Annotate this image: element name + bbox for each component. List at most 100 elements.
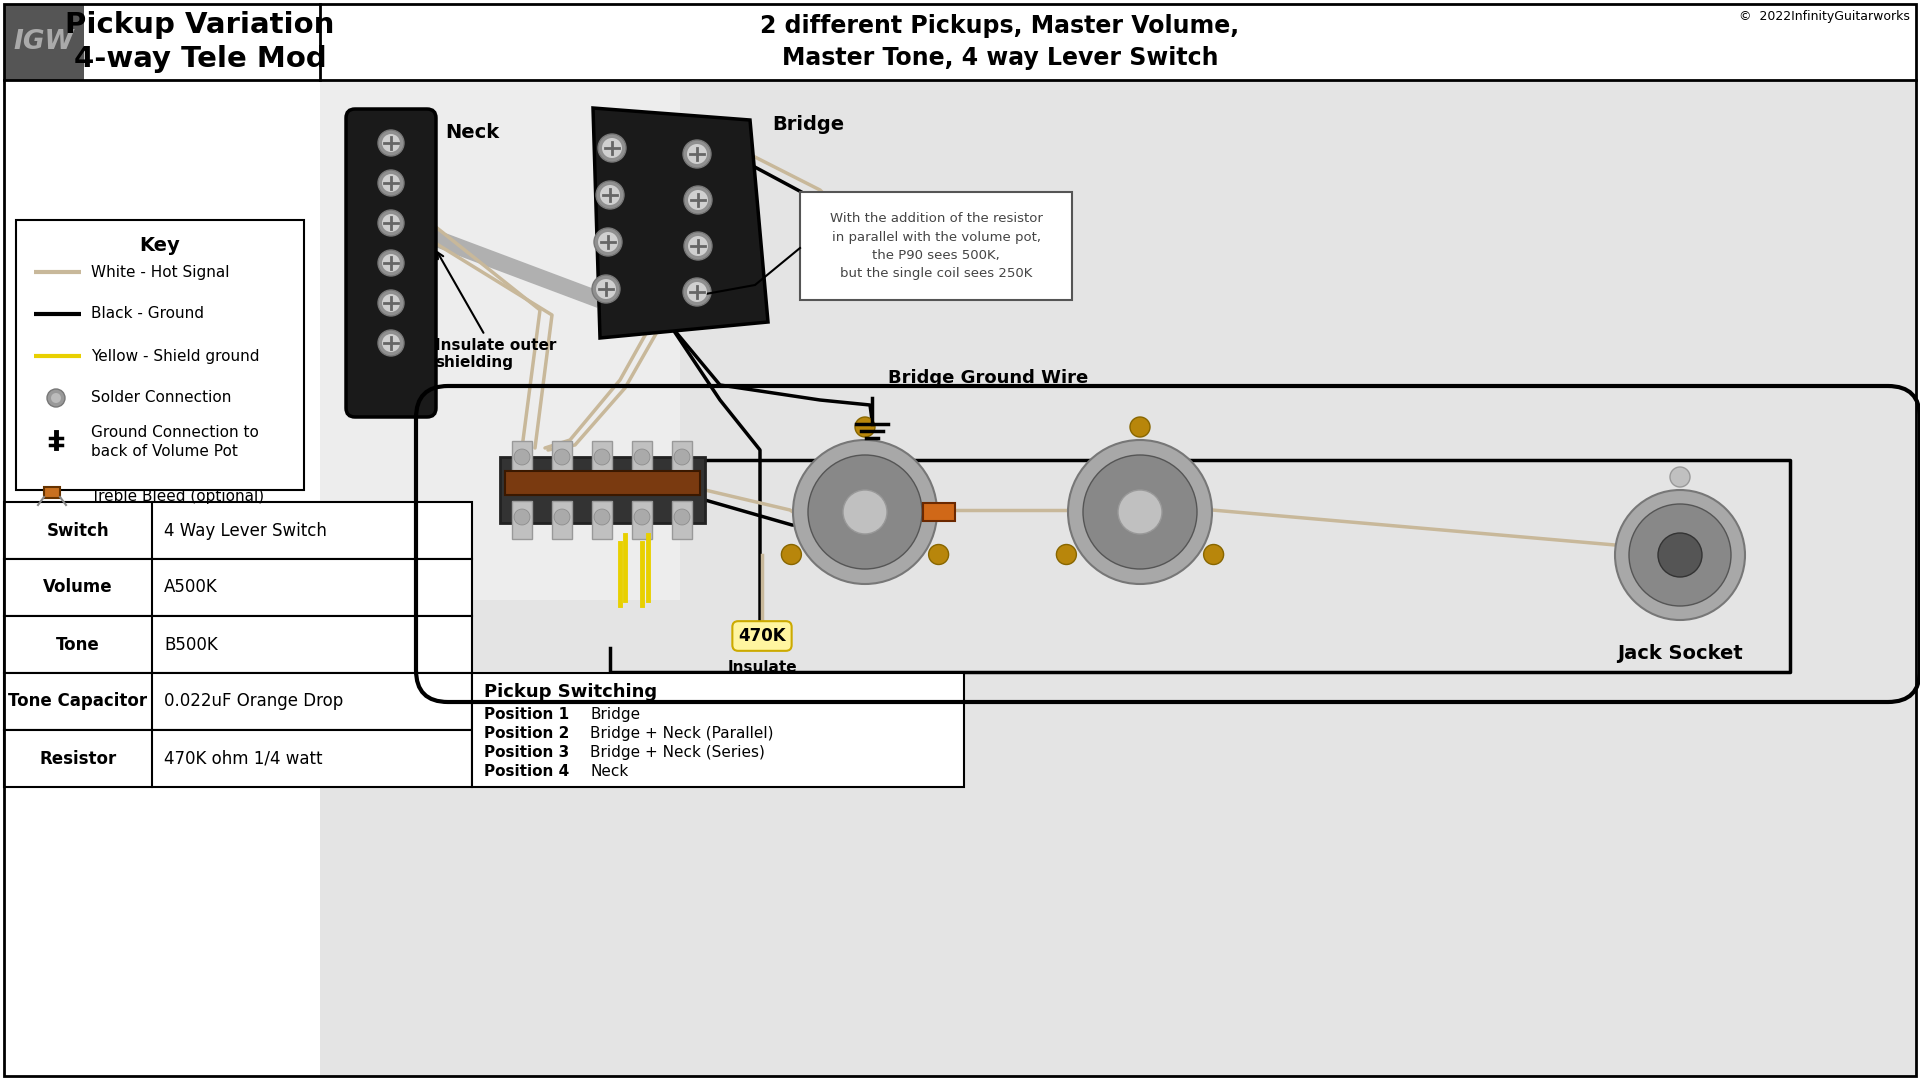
- Circle shape: [684, 232, 712, 260]
- Circle shape: [591, 275, 620, 303]
- Bar: [4, 559, 472, 616]
- Circle shape: [687, 190, 708, 210]
- Circle shape: [595, 181, 624, 210]
- Circle shape: [595, 279, 616, 299]
- Text: 2 different Pickups, Master Volume,
Master Tone, 4 way Lever Switch: 2 different Pickups, Master Volume, Mast…: [760, 14, 1240, 70]
- Text: Position 2: Position 2: [484, 726, 570, 741]
- Circle shape: [1628, 504, 1732, 606]
- Text: Yellow - Shield ground: Yellow - Shield ground: [90, 349, 259, 364]
- Circle shape: [597, 134, 626, 162]
- Bar: [4, 80, 321, 1076]
- Bar: [591, 441, 612, 480]
- Text: Key: Key: [140, 237, 180, 255]
- Bar: [513, 501, 532, 539]
- Bar: [4, 730, 472, 787]
- Text: Treble Bleed (optional): Treble Bleed (optional): [90, 488, 265, 503]
- Text: Insulate outer
shielding: Insulate outer shielding: [436, 253, 557, 370]
- Text: Volume: Volume: [42, 579, 113, 596]
- Text: Black - Ground: Black - Ground: [90, 307, 204, 322]
- FancyBboxPatch shape: [346, 109, 436, 417]
- Circle shape: [555, 449, 570, 465]
- Circle shape: [687, 282, 707, 302]
- Bar: [632, 501, 653, 539]
- Circle shape: [382, 254, 399, 272]
- Text: Pickup Variation
4-way Tele Mod: Pickup Variation 4-way Tele Mod: [65, 11, 334, 73]
- Circle shape: [52, 393, 61, 403]
- Circle shape: [1659, 534, 1701, 577]
- Text: Tone Capacitor: Tone Capacitor: [8, 692, 148, 711]
- Text: Bridge Ground Wire: Bridge Ground Wire: [887, 369, 1089, 387]
- Text: 470K: 470K: [737, 627, 785, 645]
- Bar: [801, 192, 1071, 300]
- Bar: [632, 441, 653, 480]
- Circle shape: [1083, 455, 1196, 569]
- Circle shape: [378, 330, 403, 356]
- Text: Tone: Tone: [56, 635, 100, 653]
- Circle shape: [1670, 467, 1690, 487]
- Text: ©  2022InfinityGuitarworks: © 2022InfinityGuitarworks: [1740, 10, 1910, 23]
- Bar: [513, 441, 532, 480]
- Circle shape: [599, 185, 620, 205]
- Bar: [672, 441, 691, 480]
- Circle shape: [929, 544, 948, 565]
- Text: Bridge: Bridge: [589, 707, 639, 723]
- Text: Switch: Switch: [46, 522, 109, 540]
- Bar: [4, 673, 472, 730]
- Circle shape: [382, 214, 399, 232]
- Text: Position 4: Position 4: [484, 764, 568, 779]
- Text: Ground Connection to
back of Volume Pot: Ground Connection to back of Volume Pot: [90, 426, 259, 459]
- Bar: [553, 501, 572, 539]
- Text: A500K: A500K: [163, 579, 217, 596]
- Text: B500K: B500K: [163, 635, 217, 653]
- Polygon shape: [593, 108, 768, 338]
- Circle shape: [382, 174, 399, 192]
- Circle shape: [593, 509, 611, 525]
- Text: 470K ohm 1/4 watt: 470K ohm 1/4 watt: [163, 750, 323, 768]
- Bar: [4, 4, 84, 80]
- Circle shape: [687, 144, 707, 164]
- Text: Jack Socket: Jack Socket: [1617, 644, 1743, 663]
- Circle shape: [382, 334, 399, 352]
- Text: Solder Connection: Solder Connection: [90, 391, 232, 405]
- Circle shape: [1615, 490, 1745, 620]
- Circle shape: [597, 232, 618, 252]
- Circle shape: [684, 186, 712, 214]
- Circle shape: [854, 417, 876, 437]
- Circle shape: [1068, 440, 1212, 584]
- Circle shape: [555, 509, 570, 525]
- Circle shape: [378, 291, 403, 316]
- Text: White - Hot Signal: White - Hot Signal: [90, 265, 230, 280]
- Bar: [472, 673, 964, 787]
- Circle shape: [603, 138, 622, 158]
- Text: Bridge + Neck (Series): Bridge + Neck (Series): [589, 745, 764, 760]
- Bar: [4, 4, 1916, 80]
- Circle shape: [515, 509, 530, 525]
- Text: Bridge + Neck (Parallel): Bridge + Neck (Parallel): [589, 726, 774, 741]
- Text: Pickup Switching: Pickup Switching: [484, 683, 657, 701]
- Text: Position 1: Position 1: [484, 707, 568, 723]
- Text: Position 3: Position 3: [484, 745, 568, 760]
- Circle shape: [378, 249, 403, 276]
- Bar: [44, 487, 60, 498]
- Text: Bridge: Bridge: [772, 114, 845, 134]
- Circle shape: [634, 449, 651, 465]
- Text: Resistor: Resistor: [40, 750, 117, 768]
- Text: Neck: Neck: [445, 123, 499, 141]
- Text: With the addition of the resistor
in parallel with the volume pot,
the P90 sees : With the addition of the resistor in par…: [829, 213, 1043, 280]
- Bar: [499, 457, 705, 523]
- Circle shape: [684, 140, 710, 168]
- Circle shape: [378, 170, 403, 195]
- Circle shape: [793, 440, 937, 584]
- Circle shape: [674, 509, 689, 525]
- Circle shape: [515, 449, 530, 465]
- Circle shape: [1204, 544, 1223, 565]
- Text: Neck: Neck: [589, 764, 628, 779]
- Circle shape: [634, 509, 651, 525]
- Circle shape: [382, 294, 399, 312]
- Bar: [4, 502, 472, 559]
- Circle shape: [382, 134, 399, 152]
- Text: Insulate: Insulate: [728, 661, 797, 675]
- Circle shape: [1131, 417, 1150, 437]
- Bar: [672, 501, 691, 539]
- Bar: [4, 616, 472, 673]
